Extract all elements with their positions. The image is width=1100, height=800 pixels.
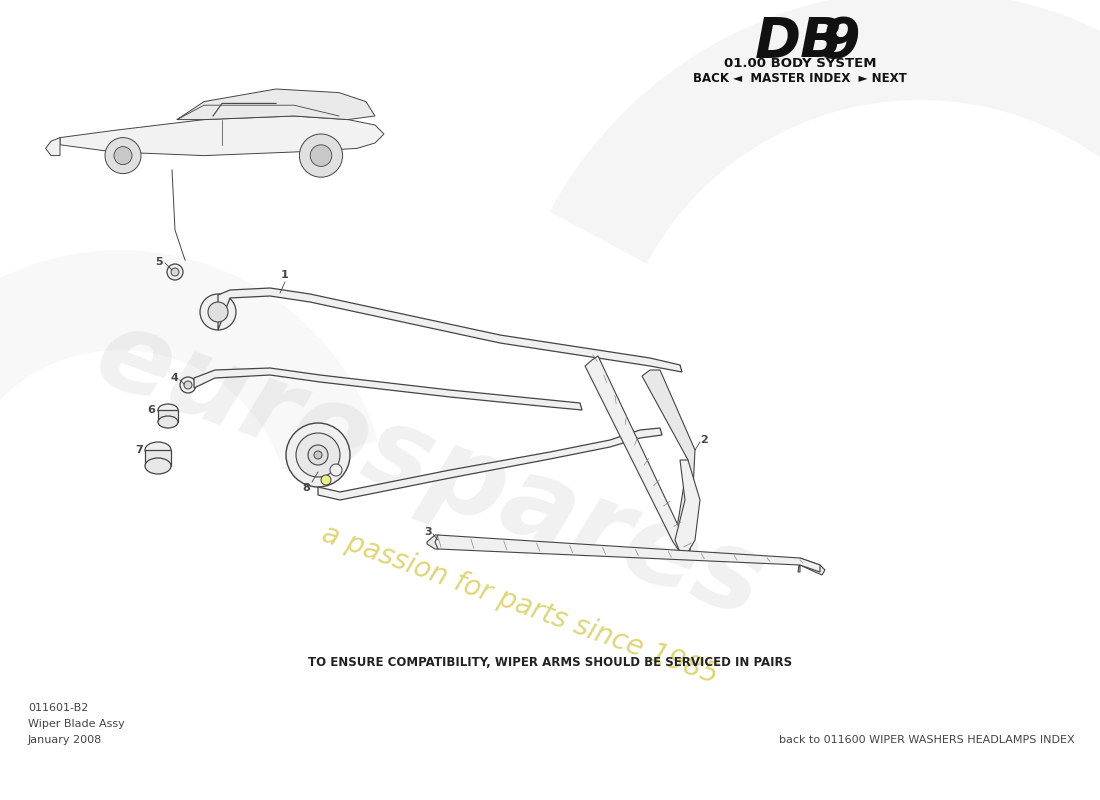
Circle shape: [184, 381, 192, 389]
Text: 011601-B2: 011601-B2: [28, 703, 88, 713]
Circle shape: [180, 377, 196, 393]
Polygon shape: [434, 535, 820, 572]
Text: 01.00 BODY SYSTEM: 01.00 BODY SYSTEM: [724, 57, 877, 70]
Circle shape: [299, 134, 342, 178]
Bar: [145, 450, 170, 466]
Ellipse shape: [145, 442, 170, 458]
Circle shape: [296, 433, 340, 477]
Circle shape: [104, 138, 141, 174]
Polygon shape: [642, 370, 695, 552]
Circle shape: [167, 264, 183, 280]
Circle shape: [170, 268, 179, 276]
Text: 9: 9: [822, 15, 860, 69]
Text: 1: 1: [282, 270, 289, 280]
Text: 6: 6: [147, 405, 155, 415]
Polygon shape: [194, 368, 582, 410]
Polygon shape: [0, 250, 378, 496]
Circle shape: [314, 451, 322, 459]
Polygon shape: [675, 460, 700, 552]
Polygon shape: [318, 428, 662, 500]
Polygon shape: [798, 558, 825, 575]
Text: 3: 3: [425, 527, 432, 537]
Polygon shape: [550, 0, 1100, 364]
Text: eurospares: eurospares: [81, 299, 779, 641]
Text: back to 011600 WIPER WASHERS HEADLAMPS INDEX: back to 011600 WIPER WASHERS HEADLAMPS I…: [780, 735, 1075, 745]
Text: DB: DB: [755, 15, 844, 69]
Text: January 2008: January 2008: [28, 735, 102, 745]
Polygon shape: [427, 535, 440, 549]
Circle shape: [330, 464, 342, 476]
Text: 7: 7: [135, 445, 143, 455]
Circle shape: [308, 445, 328, 465]
Ellipse shape: [158, 404, 178, 416]
Circle shape: [321, 475, 331, 485]
Bar: [158, 410, 178, 422]
Text: a passion for parts since 1985: a passion for parts since 1985: [318, 520, 722, 690]
Polygon shape: [585, 356, 690, 552]
Text: TO ENSURE COMPATIBILITY, WIPER ARMS SHOULD BE SERVICED IN PAIRS: TO ENSURE COMPATIBILITY, WIPER ARMS SHOU…: [308, 655, 792, 669]
Circle shape: [200, 294, 236, 330]
Polygon shape: [177, 89, 375, 119]
Circle shape: [310, 145, 332, 166]
Circle shape: [208, 302, 228, 322]
Text: 5: 5: [155, 257, 163, 267]
Polygon shape: [45, 138, 60, 155]
Text: 2: 2: [700, 435, 707, 445]
Text: 8: 8: [302, 483, 310, 493]
Ellipse shape: [145, 458, 170, 474]
Circle shape: [286, 423, 350, 487]
Text: BACK ◄  MASTER INDEX  ► NEXT: BACK ◄ MASTER INDEX ► NEXT: [693, 72, 906, 85]
Text: Wiper Blade Assy: Wiper Blade Assy: [28, 719, 124, 729]
Circle shape: [114, 146, 132, 165]
Polygon shape: [60, 116, 384, 155]
Polygon shape: [218, 288, 682, 372]
Text: 4: 4: [170, 373, 178, 383]
Ellipse shape: [158, 416, 178, 428]
